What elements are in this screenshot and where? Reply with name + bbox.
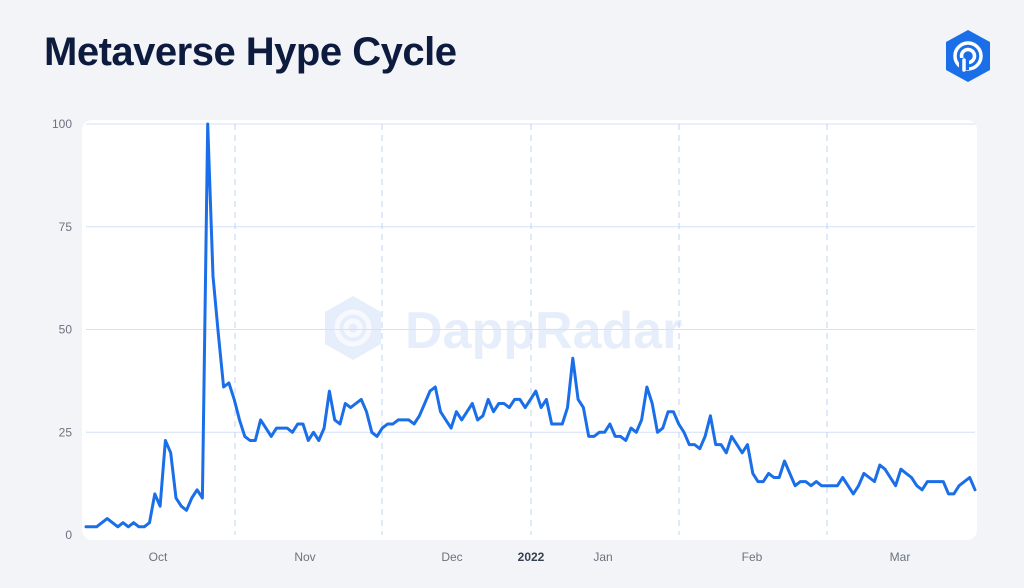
watermark: DappRadar [325,296,682,360]
x-tick-label: 2022 [518,550,545,564]
watermark-text: DappRadar [405,302,682,360]
x-tick-label: Nov [294,550,315,564]
x-tick-label: Feb [742,550,763,564]
y-tick-label: 75 [59,220,73,234]
x-tick-label: Jan [593,550,612,564]
y-tick-label: 100 [52,117,72,131]
page-title: Metaverse Hype Cycle [44,30,457,74]
dappradar-logo-icon [946,30,990,82]
x-tick-label: Mar [890,550,911,564]
x-tick-label: Oct [149,550,168,564]
y-tick-label: 0 [65,528,72,542]
x-tick-label: Dec [441,550,462,564]
y-tick-label: 50 [59,323,73,337]
series-line [84,122,977,529]
y-tick-label: 25 [59,425,73,439]
